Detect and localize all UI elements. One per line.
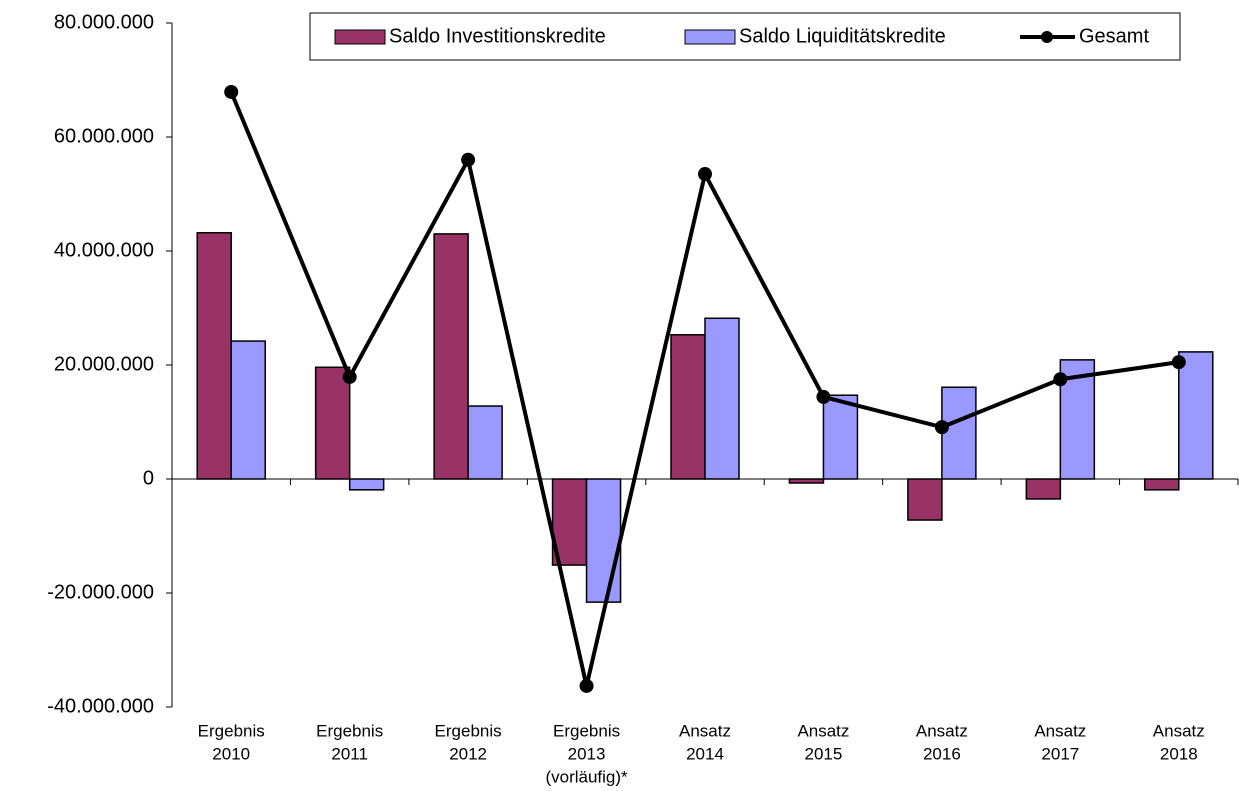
bar [433, 233, 469, 480]
bar [670, 334, 706, 480]
y-tick-label: 20.000.000 [54, 353, 154, 375]
bar [1144, 478, 1180, 491]
y-tick-label: 60.000.000 [54, 125, 154, 147]
x-tick-label: Ergebnis [435, 721, 502, 740]
legend-marker [1041, 31, 1053, 43]
x-tick-label: 2013 [568, 744, 606, 763]
y-tick-label: 80.000.000 [54, 11, 154, 33]
x-tick-label: 2015 [805, 744, 843, 763]
x-tick-label: 2012 [449, 744, 487, 763]
legend-swatch [684, 29, 736, 45]
y-tick-label: 40.000.000 [54, 239, 154, 261]
bar [467, 405, 503, 480]
x-tick-label: 2018 [1160, 744, 1198, 763]
legend-swatch [334, 29, 386, 45]
x-tick-label: Ansatz [916, 721, 968, 740]
x-tick-label: 2016 [923, 744, 961, 763]
line-marker [698, 167, 712, 182]
x-tick-label: Ansatz [1153, 721, 1205, 740]
line-marker [579, 678, 594, 693]
line-marker [934, 420, 949, 435]
x-tick-label: Ergebnis [316, 721, 383, 740]
legend-label: Saldo Liquiditätskredite [739, 25, 946, 47]
line-marker [1053, 372, 1068, 387]
line-marker [461, 152, 476, 167]
x-tick-label: 2017 [1041, 744, 1079, 763]
bar [314, 366, 351, 480]
x-tick-label: 2010 [212, 744, 250, 763]
x-tick-label: Ansatz [797, 721, 849, 740]
bar [348, 478, 385, 491]
line-marker [342, 369, 357, 384]
bar [704, 317, 740, 480]
x-tick-label: 2014 [686, 744, 724, 763]
x-tick-label: Ergebnis [198, 721, 265, 740]
y-tick-label: 0 [143, 467, 154, 489]
x-tick-label: Ansatz [679, 721, 731, 740]
bar [230, 340, 266, 480]
bar [788, 478, 825, 484]
y-tick-label: -20.000.000 [47, 581, 154, 603]
bar [907, 478, 943, 521]
x-tick-label: Ansatz [1034, 721, 1086, 740]
bar [585, 478, 622, 603]
legend-label: Saldo Investitionskredite [389, 25, 606, 47]
bar [1025, 478, 1062, 500]
line-marker [816, 389, 831, 404]
x-tick-label: Ergebnis [553, 721, 620, 740]
bar [1059, 359, 1096, 480]
y-tick-label: -40.000.000 [47, 695, 154, 717]
legend-label: Gesamt [1079, 25, 1149, 47]
line-marker [224, 84, 239, 99]
bar [941, 386, 977, 480]
x-tick-label: (vorläufig)* [545, 767, 628, 786]
bar [1178, 351, 1214, 480]
line-marker [1171, 355, 1186, 370]
x-tick-label: 2011 [331, 744, 368, 763]
bar [822, 394, 859, 480]
bar [196, 232, 232, 480]
